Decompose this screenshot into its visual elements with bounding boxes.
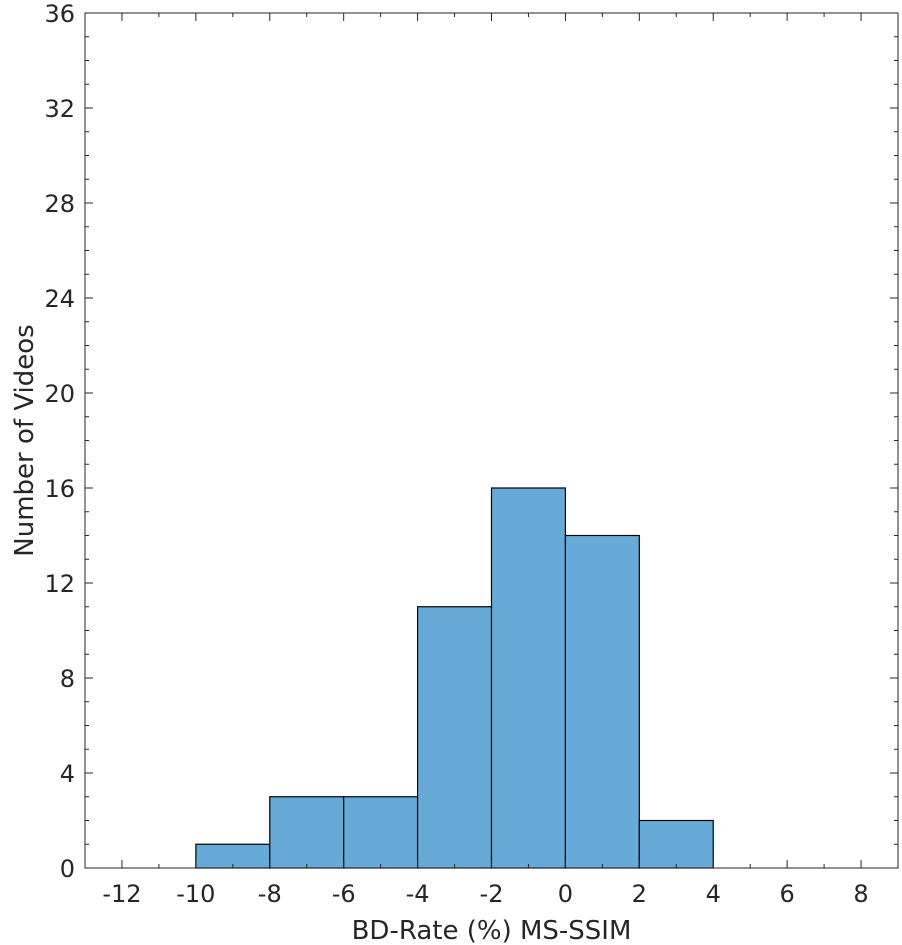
histogram-bar bbox=[416, 606, 493, 869]
histogram-bar bbox=[490, 487, 567, 869]
x-tick-label: -8 bbox=[258, 880, 282, 908]
ticks-group bbox=[84, 12, 899, 869]
x-tick-label: 6 bbox=[779, 880, 794, 908]
x-tick-label: -10 bbox=[176, 880, 215, 908]
y-tick-label: 12 bbox=[44, 570, 75, 598]
x-tick-label: -2 bbox=[480, 880, 504, 908]
x-tick-label: -12 bbox=[102, 880, 141, 908]
y-tick-labels: 0 4 8 12 16 20 24 28 32 36 bbox=[44, 0, 75, 883]
y-tick-label: 24 bbox=[44, 285, 75, 313]
x-tick-label: 4 bbox=[706, 880, 721, 908]
y-tick-label: 28 bbox=[44, 190, 75, 218]
y-tick-label: 0 bbox=[60, 855, 75, 883]
x-tick-label: 0 bbox=[558, 880, 573, 908]
x-tick-labels: -12 -10 -8 -6 -4 -2 0 2 4 6 8 bbox=[102, 880, 868, 908]
histogram-bar bbox=[343, 796, 419, 869]
histogram-bar bbox=[638, 819, 714, 869]
plot-frame bbox=[84, 12, 899, 869]
histogram-bar bbox=[269, 796, 345, 869]
x-tick-label: -6 bbox=[332, 880, 356, 908]
histogram-bar bbox=[564, 534, 640, 869]
bars-group bbox=[195, 487, 714, 869]
y-tick-label: 32 bbox=[44, 95, 75, 123]
y-tick-label: 4 bbox=[60, 760, 75, 788]
y-tick-label: 8 bbox=[60, 665, 75, 693]
y-axis-title: Number of Videos bbox=[10, 324, 40, 556]
x-axis-title: BD-Rate (%) MS-SSIM bbox=[352, 916, 632, 945]
x-tick-label: 8 bbox=[853, 880, 868, 908]
y-tick-label: 20 bbox=[44, 380, 75, 408]
x-tick-label: 2 bbox=[632, 880, 647, 908]
y-tick-label: 16 bbox=[44, 475, 75, 503]
x-tick-label: -4 bbox=[406, 880, 430, 908]
y-tick-label: 36 bbox=[44, 0, 75, 28]
